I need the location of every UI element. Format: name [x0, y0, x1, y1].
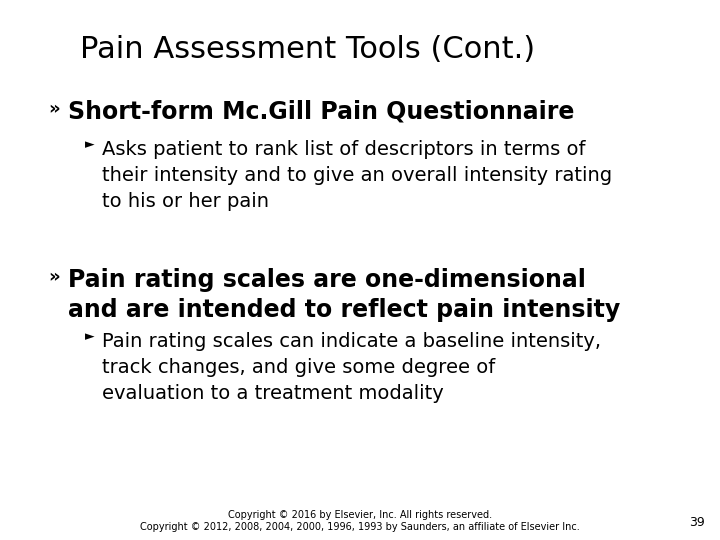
- Text: and are intended to reflect pain intensity: and are intended to reflect pain intensi…: [68, 298, 620, 322]
- Text: 39: 39: [689, 516, 705, 529]
- Text: Pain Assessment Tools (Cont.): Pain Assessment Tools (Cont.): [80, 35, 535, 64]
- Text: Pain rating scales are one-dimensional: Pain rating scales are one-dimensional: [68, 268, 586, 292]
- Text: Short-form Mc.Gill Pain Questionnaire: Short-form Mc.Gill Pain Questionnaire: [68, 100, 575, 124]
- Text: Pain rating scales can indicate a baseline intensity,: Pain rating scales can indicate a baseli…: [102, 332, 601, 351]
- Text: track changes, and give some degree of: track changes, and give some degree of: [102, 358, 495, 377]
- Text: Copyright © 2016 by Elsevier, Inc. All rights reserved.: Copyright © 2016 by Elsevier, Inc. All r…: [228, 510, 492, 520]
- Text: their intensity and to give an overall intensity rating: their intensity and to give an overall i…: [102, 166, 612, 185]
- Text: ►: ►: [85, 330, 94, 343]
- Text: »: »: [48, 100, 60, 118]
- Text: Asks patient to rank list of descriptors in terms of: Asks patient to rank list of descriptors…: [102, 140, 585, 159]
- Text: to his or her pain: to his or her pain: [102, 192, 269, 211]
- Text: »: »: [48, 268, 60, 286]
- Text: ►: ►: [85, 138, 94, 151]
- Text: Copyright © 2012, 2008, 2004, 2000, 1996, 1993 by Saunders, an affiliate of Else: Copyright © 2012, 2008, 2004, 2000, 1996…: [140, 522, 580, 532]
- Text: evaluation to a treatment modality: evaluation to a treatment modality: [102, 384, 444, 403]
